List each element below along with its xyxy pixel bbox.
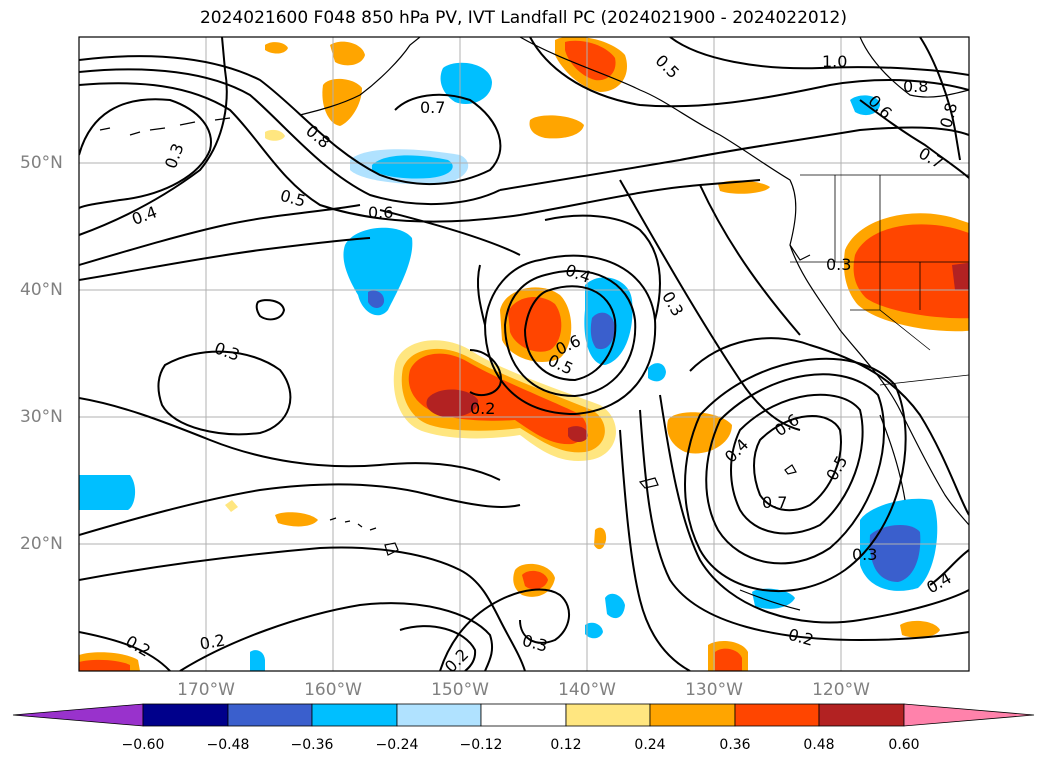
coastlines [99, 37, 969, 611]
contour-label: 1.0 [822, 52, 847, 71]
contour-label: 0.8 [936, 101, 961, 131]
contour-label: 0.4 [129, 202, 159, 229]
contour-label: 0.3 [826, 255, 851, 274]
latitude-label: 40°N [20, 280, 63, 300]
contour-0-3-subtropical [157, 350, 292, 436]
shade-northwest-negative [343, 227, 413, 316]
contour-label: 0.8 [903, 77, 928, 96]
contour-label: 0.3 [852, 545, 877, 564]
longitude-label: 150°W [431, 680, 489, 700]
contour-label: 0.6 [771, 410, 803, 440]
latitude-label: 50°N [20, 153, 63, 173]
longitude-label: 160°W [304, 680, 362, 700]
contour-label: 0.7 [420, 98, 445, 117]
contour-label: 0.3 [161, 141, 188, 171]
hawaii-islands [329, 517, 399, 556]
map-title: 2024021600 F048 850 hPa PV, IVT Landfall… [199, 8, 847, 28]
contour-label: 0.7 [762, 493, 787, 512]
contour-label: 0.8 [302, 121, 334, 152]
contour-label: 0.2 [441, 645, 472, 676]
longitude-label: 120°W [812, 680, 870, 700]
map-frame [78, 36, 970, 672]
latitude-label: 30°N [20, 407, 63, 427]
colorbar-tick: 0.48 [803, 737, 835, 753]
contour-subtropical-ridge [753, 415, 842, 512]
contour-label: 0.3 [520, 631, 550, 656]
colorbar-tick: 0.24 [634, 737, 666, 753]
longitude-label: 140°W [558, 680, 616, 700]
contour-label: 0.7 [915, 143, 947, 172]
colorbar-extend-low [12, 703, 144, 727]
pv-contours [79, 37, 969, 671]
longitude-label: 130°W [685, 680, 743, 700]
contour-label: 0.2 [786, 625, 816, 650]
colorbar-tick: −0.60 [121, 737, 165, 753]
latitude-label: 20°N [20, 534, 63, 554]
colorbar-tick: −0.24 [375, 737, 419, 753]
contour-label: 0.5 [822, 452, 851, 484]
colorbar-tick: −0.48 [206, 737, 250, 753]
colorbar [12, 703, 1035, 727]
contour-label: 0.3 [658, 288, 687, 320]
longitude-label: 170°W [177, 680, 235, 700]
political-borders [790, 174, 969, 386]
colorbar-tick: −0.12 [459, 737, 503, 753]
contour-label: 0.5 [652, 51, 683, 82]
contour-label: 0.2 [470, 399, 495, 418]
filled-shading [79, 37, 969, 671]
colorbar-tick: 0.12 [550, 737, 582, 753]
colorbar-tick: 0.60 [888, 737, 920, 753]
contour-label: 0.6 [368, 203, 393, 222]
contour-label: 0.2 [198, 630, 226, 653]
colorbar-extend-high [903, 703, 1035, 727]
contour-label: 0.3 [212, 338, 242, 365]
contour-0-3-north [79, 98, 212, 209]
colorbar-tick: −0.36 [290, 737, 334, 753]
contour-cutoff-low [523, 285, 617, 382]
colorbar-tick: 0.36 [719, 737, 751, 753]
contour-label: 0.5 [278, 186, 308, 211]
north-america-coast [519, 37, 969, 526]
